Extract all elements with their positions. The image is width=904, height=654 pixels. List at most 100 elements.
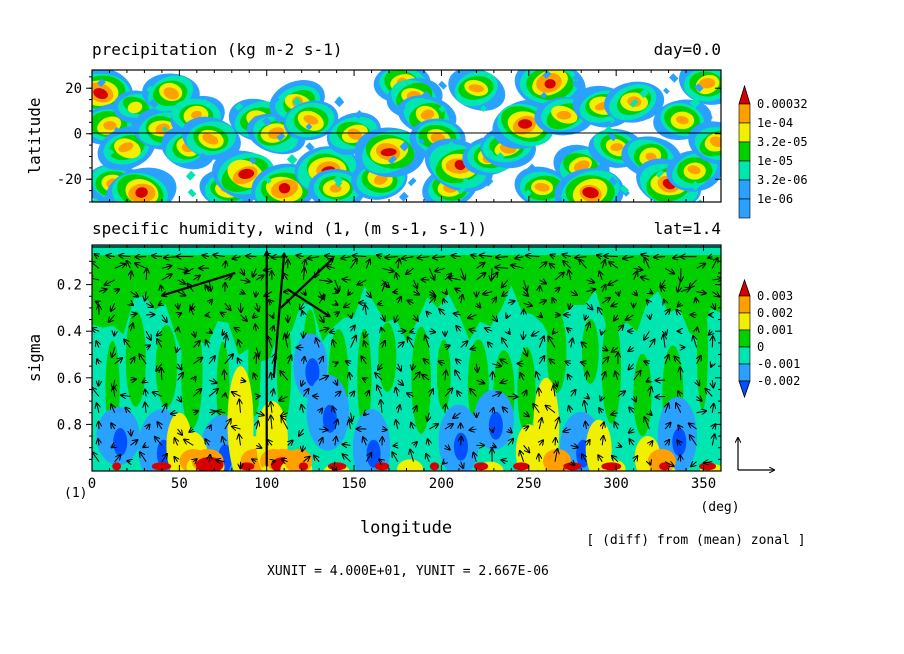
wind-arrow (468, 315, 477, 318)
wind-arrow (238, 358, 241, 363)
wind-arrow (550, 255, 555, 257)
wind-arrow (708, 257, 712, 258)
wind-arrow (206, 340, 209, 348)
wind-arrow (351, 315, 352, 318)
wind-arrow (281, 413, 288, 416)
wind-arrow (585, 422, 586, 430)
wind-arrow (634, 456, 638, 462)
wind-arrow (502, 279, 509, 287)
legend-label: 0.001 (757, 323, 793, 337)
wind-arrow (175, 438, 178, 446)
wind-arrow (155, 437, 163, 446)
wind-arrow (680, 288, 690, 291)
wind-arrow (285, 335, 288, 348)
wind-arrow (448, 278, 461, 280)
wind-arrow (193, 331, 195, 337)
wind-arrow (709, 331, 712, 335)
wind-arrow (696, 264, 706, 269)
wind-arrow (130, 271, 131, 280)
y-tick-label: 20 (65, 81, 82, 97)
wind-arrow (377, 386, 383, 397)
wind-arrow (377, 255, 382, 257)
wind-arrow (402, 257, 414, 259)
wind-arrow (443, 299, 445, 303)
precip-cell (97, 126, 156, 171)
wind-arrow (112, 347, 115, 358)
wind-arrow (407, 300, 414, 303)
wind-arrow (140, 452, 147, 462)
wind-arrow (232, 392, 241, 396)
wind-arrow (281, 418, 289, 430)
dry-patch (306, 374, 350, 451)
wind-arrow (143, 445, 146, 447)
wind-arrow (397, 380, 403, 385)
panel2-title: specific humidity, wind (1, (m s-1, s-1)… (92, 219, 487, 238)
wind-arrow (130, 314, 136, 315)
wind-arrow (396, 420, 398, 430)
wind-arrow (457, 391, 461, 396)
wind-arrow (349, 420, 351, 430)
wind-arrow (161, 454, 167, 462)
wind-arrow (602, 285, 605, 292)
wind-arrow (693, 336, 696, 348)
wind-arrow (112, 445, 115, 447)
wind-arrow (178, 428, 183, 435)
wind-arrow (553, 386, 555, 397)
wind-arrow (246, 256, 257, 257)
wind-arrow (601, 396, 603, 400)
wind-arrow (92, 328, 100, 331)
precip-cell (283, 100, 339, 141)
wind-arrow (617, 325, 623, 332)
wind-arrow (647, 380, 650, 382)
wind-arrow (232, 427, 241, 429)
wind-arrow (604, 256, 618, 257)
wind-arrow (443, 462, 445, 464)
wind-arrow (271, 373, 272, 381)
wind-arrow (433, 257, 445, 258)
strong-wind-arrow (272, 254, 284, 378)
wind-arrow (645, 258, 650, 269)
legend-label: 1e-05 (757, 154, 793, 168)
wind-arrow (98, 289, 107, 291)
wind-arrow (238, 340, 240, 348)
wind-arrow (357, 279, 367, 285)
wind-arrow (480, 255, 493, 257)
legend-label: -0.002 (757, 374, 800, 388)
wind-arrow (348, 292, 350, 295)
wind-arrow (127, 261, 131, 269)
wind-arrow (601, 331, 602, 334)
wind-arrow (335, 380, 337, 385)
wind-arrow (256, 413, 264, 416)
wind-arrow (663, 335, 665, 348)
wind-arrow (665, 440, 669, 445)
wind-arrow (601, 357, 608, 365)
wind-arrow (571, 462, 575, 466)
figure-number: (1) (64, 486, 87, 501)
legend-swatch (738, 312, 751, 331)
wind-arrow (111, 404, 115, 413)
wind-arrow (177, 292, 186, 296)
wind-arrow (712, 434, 714, 446)
wind-arrow (524, 347, 528, 356)
wind-arrow (334, 392, 341, 397)
wind-arrow (381, 268, 394, 271)
wind-arrow (217, 411, 225, 413)
wind-arrow (492, 429, 493, 432)
wind-arrow (146, 345, 150, 347)
legend-swatch (738, 363, 751, 382)
wind-arrow (629, 429, 634, 433)
wind-arrow (157, 422, 161, 430)
wind-arrow (145, 330, 151, 340)
wind-arrow (428, 268, 434, 279)
wind-arrow (428, 439, 430, 446)
wind-arrow (611, 413, 619, 415)
wind-arrow (272, 326, 274, 331)
wind-arrow (268, 337, 273, 348)
wind-arrow (351, 326, 355, 332)
wind-arrow (334, 461, 335, 471)
wind-arrow (333, 407, 335, 413)
wind-arrow (539, 315, 542, 317)
wind-arrow (428, 424, 438, 430)
wind-arrow (532, 331, 540, 336)
wind-arrow (413, 406, 416, 413)
